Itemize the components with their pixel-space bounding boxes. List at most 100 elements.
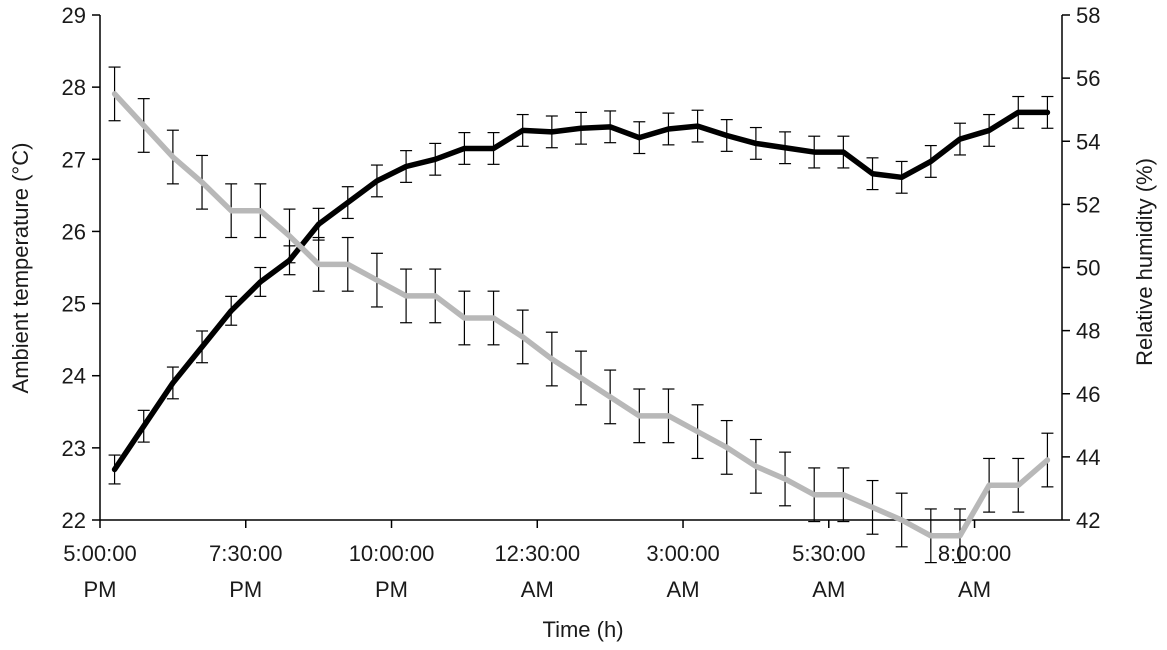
data-point [201, 181, 203, 183]
data-point [784, 478, 786, 480]
right-y-tick-label: 56 [1076, 66, 1100, 91]
right-y-axis-title: Relative humidity (%) [1132, 158, 1157, 366]
left-y-tick-label: 27 [62, 147, 86, 172]
right-y-tick-label: 48 [1076, 319, 1100, 344]
data-point [230, 210, 232, 212]
data-point [551, 131, 553, 133]
series-layer [108, 66, 1054, 564]
data-point [493, 317, 495, 319]
right-y-axis: 42 44 46 48 50 52 54 56 58 [1061, 3, 1100, 533]
data-point [755, 142, 757, 144]
left-y-tick-label: 25 [62, 292, 86, 317]
data-point [230, 310, 232, 312]
data-point [755, 465, 757, 467]
data-point [463, 147, 465, 149]
left-y-axis-title: Ambient temperature (°C) [8, 143, 33, 394]
data-point [901, 176, 903, 178]
data-point [376, 180, 378, 182]
data-point [434, 295, 436, 297]
x-tick-label: AM [812, 577, 845, 602]
data-point [784, 147, 786, 149]
data-point [580, 377, 582, 379]
x-tick-label: 5:00:00 [63, 541, 136, 566]
data-point [318, 263, 320, 265]
data-point [988, 484, 990, 486]
data-point [697, 431, 699, 433]
data-point [697, 125, 699, 127]
x-tick-label: 10:00:00 [349, 541, 435, 566]
data-point [347, 202, 349, 204]
x-axis-title: Time (h) [542, 617, 623, 642]
data-point [638, 137, 640, 139]
x-axis: 5:00:00 PM 7:30:00 PM 10:00:00 PM 12:30:00 AM 3:… [63, 519, 1062, 602]
data-point [959, 138, 961, 140]
right-y-tick-label: 54 [1076, 129, 1100, 154]
data-point [259, 281, 261, 283]
data-point [813, 494, 815, 496]
x-tick-label: PM [229, 577, 262, 602]
data-point [842, 151, 844, 153]
right-y-tick-label: 52 [1076, 192, 1100, 217]
data-point [347, 263, 349, 265]
left-y-tick-label: 29 [62, 3, 86, 28]
data-point [405, 166, 407, 167]
left-y-tick-label: 26 [62, 219, 86, 244]
data-point [988, 129, 990, 131]
x-tick-label: 5:30:00 [792, 541, 865, 566]
data-point [143, 124, 145, 126]
data-point [1017, 111, 1019, 113]
data-point [609, 396, 611, 398]
x-tick-label: AM [958, 577, 991, 602]
data-point [114, 469, 116, 470]
left-y-tick-label: 22 [62, 508, 86, 533]
data-point [667, 128, 669, 130]
data-point [609, 126, 611, 128]
data-point [901, 519, 903, 521]
data-point [551, 358, 553, 360]
data-point [493, 147, 495, 149]
x-tick-label: 3:00:00 [646, 541, 719, 566]
data-point [143, 425, 145, 427]
x-tick-label: 8:00:00 [938, 541, 1011, 566]
series-line-left [111, 109, 1051, 473]
right-y-tick-label: 58 [1076, 3, 1100, 28]
series-left [108, 95, 1054, 485]
data-point [463, 317, 465, 319]
data-point [959, 535, 961, 537]
left-y-tick-label: 28 [62, 75, 86, 100]
data-point [726, 446, 728, 448]
data-point [1046, 111, 1048, 113]
x-tick-label: PM [84, 577, 117, 602]
x-tick-label: 12:30:00 [494, 541, 580, 566]
right-y-tick-label: 46 [1076, 382, 1100, 407]
data-point [930, 535, 932, 537]
right-y-tick-label: 44 [1076, 445, 1100, 470]
data-point [288, 235, 290, 237]
series-line-right [111, 91, 1051, 539]
x-tick-label: PM [375, 577, 408, 602]
x-tick-label: AM [667, 577, 700, 602]
data-point [318, 223, 320, 225]
data-point [201, 346, 203, 348]
data-point [172, 156, 174, 158]
data-point [872, 506, 874, 508]
left-y-tick-label: 23 [62, 436, 86, 461]
data-point [580, 127, 582, 129]
x-tick-label: 7:30:00 [209, 541, 282, 566]
data-point [813, 151, 815, 153]
data-point [405, 295, 407, 297]
data-point [172, 382, 174, 384]
data-point [434, 158, 436, 160]
data-point [667, 415, 669, 417]
data-point [376, 279, 378, 281]
data-point [259, 210, 261, 212]
data-point [930, 160, 932, 162]
data-point [1017, 484, 1019, 486]
left-y-tick-label: 24 [62, 364, 86, 389]
data-point [522, 336, 524, 338]
data-point [872, 173, 874, 175]
data-point [1046, 459, 1048, 461]
data-point [842, 494, 844, 496]
right-y-tick-label: 50 [1076, 256, 1100, 281]
